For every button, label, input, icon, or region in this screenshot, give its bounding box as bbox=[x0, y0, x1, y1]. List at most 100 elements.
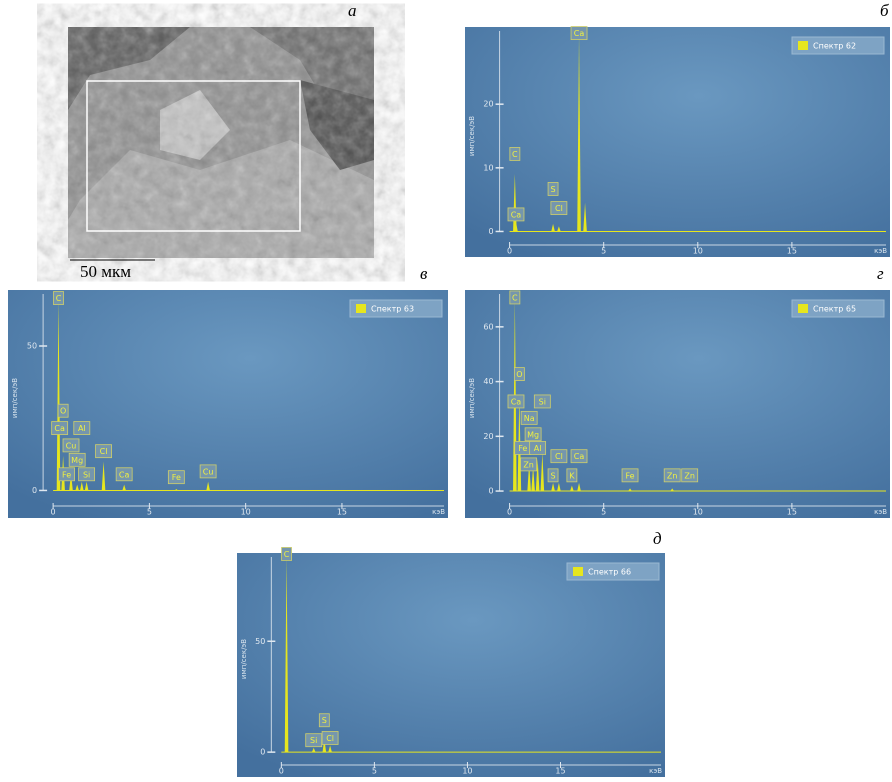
x-tick-label: 5 bbox=[601, 508, 606, 517]
annotation: Cu bbox=[203, 467, 214, 476]
panel-label: в bbox=[420, 264, 428, 283]
annotation: Cl bbox=[555, 204, 563, 213]
y-tick-label: 20 bbox=[483, 432, 493, 441]
annotation-box bbox=[681, 468, 699, 483]
peak bbox=[557, 482, 561, 492]
x-tick-label: 15 bbox=[337, 508, 347, 517]
x-axis-label: кэВ bbox=[874, 247, 887, 255]
y-axis-label: имп/сек/эВ bbox=[468, 378, 476, 418]
annotation-box bbox=[570, 26, 588, 40]
annotation: Si bbox=[539, 397, 546, 406]
annotation-box bbox=[547, 468, 559, 483]
x-axis-label: кэВ bbox=[874, 508, 887, 516]
peak bbox=[577, 34, 581, 232]
panel-label: д bbox=[653, 529, 662, 548]
legend-box bbox=[566, 562, 660, 581]
annotation: Ca bbox=[54, 424, 65, 433]
annotation: Si bbox=[310, 736, 317, 745]
x-tick-label: 10 bbox=[241, 508, 251, 517]
annotation: O bbox=[60, 407, 66, 416]
x-tick-label: 0 bbox=[51, 508, 56, 517]
sem-image bbox=[68, 27, 374, 258]
peak bbox=[84, 481, 89, 491]
annotation-box bbox=[621, 468, 639, 483]
peak bbox=[56, 299, 61, 491]
annotation: S bbox=[551, 185, 556, 194]
y-tick-label: 20 bbox=[483, 100, 493, 109]
annotation: Fe bbox=[518, 444, 527, 453]
annotation: Ca bbox=[574, 29, 585, 38]
annotation: Cl bbox=[555, 452, 563, 461]
annotation: C bbox=[512, 293, 518, 302]
peak bbox=[531, 466, 535, 492]
peak bbox=[670, 488, 674, 492]
legend-label: Спектр 63 bbox=[371, 305, 414, 314]
x-tick-label: 15 bbox=[555, 767, 565, 776]
peak bbox=[284, 557, 289, 753]
annotation: Ca bbox=[511, 210, 522, 219]
peak bbox=[122, 484, 126, 491]
peak bbox=[328, 745, 332, 753]
legend-box bbox=[791, 36, 885, 55]
annotation-box bbox=[281, 547, 292, 561]
annotation-box bbox=[524, 427, 542, 442]
annotation: Zn bbox=[667, 471, 678, 480]
peak bbox=[535, 458, 540, 492]
annotation-box bbox=[520, 457, 537, 472]
y-tick-label: 40 bbox=[483, 377, 493, 386]
annotation-box bbox=[507, 394, 525, 409]
annotation: C bbox=[56, 294, 62, 303]
annotation: Fe bbox=[625, 471, 634, 480]
annotation-box bbox=[78, 467, 96, 482]
y-tick-label: 0 bbox=[488, 487, 493, 496]
peak bbox=[583, 202, 587, 232]
annotation: Ca bbox=[574, 452, 585, 461]
annotation-box bbox=[509, 147, 521, 161]
legend-swatch bbox=[798, 41, 808, 50]
annotation-box bbox=[550, 201, 568, 215]
peak bbox=[514, 221, 518, 232]
x-axis-label: кэВ bbox=[649, 767, 662, 775]
annotation-box bbox=[62, 438, 80, 453]
annotation-box bbox=[509, 290, 521, 305]
annotation-box bbox=[167, 470, 185, 485]
x-tick-label: 10 bbox=[693, 247, 703, 256]
panel-label: б bbox=[880, 1, 889, 20]
annotation-box bbox=[68, 452, 86, 467]
annotation-box bbox=[570, 449, 588, 464]
annotation-box bbox=[73, 421, 91, 435]
peak bbox=[101, 461, 106, 491]
x-tick-label: 0 bbox=[279, 767, 284, 776]
panel-label: г bbox=[877, 264, 884, 283]
x-tick-label: 0 bbox=[507, 247, 512, 256]
annotation-box bbox=[51, 421, 69, 435]
peak bbox=[570, 485, 574, 492]
x-tick-label: 5 bbox=[601, 247, 606, 256]
legend-swatch bbox=[798, 304, 808, 313]
peak bbox=[557, 226, 561, 232]
y-axis-label: имп/сек/эВ bbox=[11, 378, 19, 418]
y-tick-label: 50 bbox=[255, 637, 265, 646]
y-tick-label: 60 bbox=[483, 322, 493, 331]
peak bbox=[206, 481, 210, 491]
annotation-box bbox=[663, 468, 681, 483]
legend-label: Спектр 62 bbox=[813, 42, 856, 51]
annotation-box bbox=[318, 713, 330, 728]
annotation-box bbox=[507, 207, 525, 222]
peak bbox=[311, 747, 316, 753]
panel-label: а bbox=[348, 1, 357, 20]
annotation-box bbox=[199, 464, 217, 479]
y-tick-label: 0 bbox=[488, 227, 493, 236]
x-tick-label: 15 bbox=[787, 508, 797, 517]
annotation: Cl bbox=[100, 447, 108, 456]
annotation: Al bbox=[78, 424, 86, 433]
x-tick-label: 5 bbox=[372, 767, 377, 776]
annotation: Cl bbox=[326, 734, 334, 743]
y-tick-label: 50 bbox=[27, 342, 37, 351]
annotation-box bbox=[95, 444, 112, 459]
annotation: Al bbox=[534, 444, 542, 453]
peak bbox=[75, 484, 79, 491]
peak bbox=[551, 223, 555, 232]
annotation-box bbox=[57, 403, 69, 418]
